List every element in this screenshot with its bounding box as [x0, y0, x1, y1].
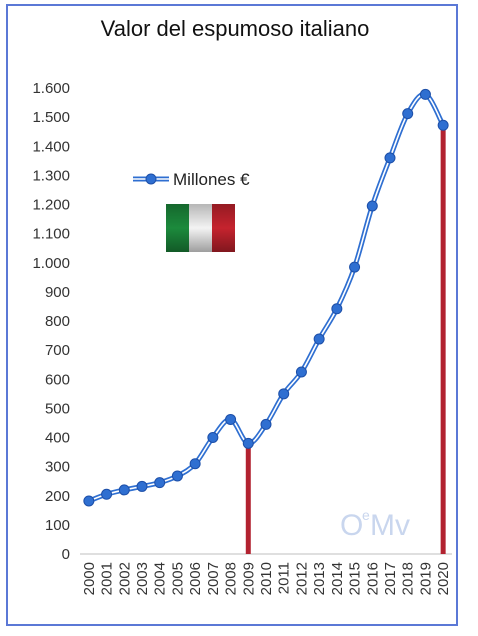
- data-point-2008: [225, 413, 237, 425]
- data-point-2001: [101, 488, 113, 500]
- highlight-bars: [245, 125, 446, 554]
- data-point-2014: [331, 303, 343, 315]
- highlight-bar-2009: [245, 438, 251, 554]
- y-tick-label: 100: [45, 517, 70, 534]
- data-point-2002: [118, 484, 130, 496]
- x-tick-label: 2006: [187, 562, 204, 595]
- x-tick-label: 2018: [400, 562, 417, 595]
- data-point-2018: [402, 108, 414, 120]
- x-tick-label: 2013: [311, 562, 328, 595]
- y-tick-label: 300: [45, 459, 70, 476]
- y-axis: 0 100 200 300 400 500 600 700 800 900 1.000 1.100 1.…: [32, 80, 70, 563]
- data-point-2009: [242, 437, 254, 449]
- x-tick-label: 2019: [417, 562, 434, 595]
- x-tick-label: 2000: [81, 562, 98, 595]
- data-point-2012: [295, 366, 307, 378]
- italian-flag-icon: [166, 204, 235, 252]
- x-tick-label: 2010: [258, 562, 275, 595]
- x-tick-label: 2002: [116, 562, 133, 595]
- legend-label: Millones €: [173, 170, 250, 189]
- data-point-2017: [384, 152, 396, 164]
- data-point-2003: [136, 480, 148, 492]
- x-tick-label: 2009: [240, 562, 257, 595]
- oemv-watermark-logo: O e Mv: [340, 507, 410, 542]
- data-point-2015: [349, 261, 361, 273]
- x-tick-label: 2020: [435, 562, 452, 595]
- chart-frame: [6, 4, 458, 626]
- chart-title: Valor del espumoso italiano: [100, 16, 370, 41]
- x-tick-label: 2016: [364, 562, 381, 595]
- data-point-2005: [171, 470, 183, 482]
- x-axis: 2000 2001 2002 2003 2004 2005 2006 2007 2008 2009…: [80, 553, 452, 595]
- y-tick-label: 1.500: [32, 109, 70, 126]
- legend-marker: [145, 173, 157, 185]
- y-tick-label: 800: [45, 313, 70, 330]
- x-tick-label: 2008: [223, 562, 240, 595]
- svg-text:e: e: [362, 507, 370, 523]
- x-tick-label: 2011: [276, 562, 293, 594]
- data-point-2000: [83, 495, 95, 507]
- y-tick-label: 0: [62, 546, 70, 563]
- x-tick-label: 2003: [134, 562, 151, 595]
- data-point-2004: [154, 477, 166, 489]
- data-point-2006: [189, 458, 201, 470]
- y-tick-label: 400: [45, 430, 70, 447]
- series-millones: [83, 88, 449, 507]
- y-tick-label: 500: [45, 400, 70, 417]
- y-tick-label: 1.200: [32, 197, 70, 214]
- y-tick-label: 1.000: [32, 255, 70, 272]
- legend: Millones €: [133, 170, 250, 189]
- x-tick-label: 2001: [99, 562, 116, 595]
- x-tick-label: 2007: [205, 562, 222, 595]
- y-tick-label: 1.400: [32, 138, 70, 155]
- y-tick-label: 1.600: [32, 80, 70, 97]
- data-point-2007: [207, 432, 219, 443]
- y-tick-label: 700: [45, 342, 70, 359]
- y-tick-label: 1.300: [32, 167, 70, 184]
- data-point-2010: [260, 418, 272, 430]
- x-tick-label: 2012: [293, 562, 310, 595]
- y-tick-label: 200: [45, 488, 70, 505]
- y-tick-label: 900: [45, 284, 70, 301]
- x-tick-label: 2017: [382, 562, 399, 595]
- y-tick-label: 600: [45, 371, 70, 388]
- x-tick-label: 2015: [347, 562, 364, 595]
- data-point-2016: [366, 200, 378, 212]
- svg-text:Mv: Mv: [370, 509, 410, 542]
- data-point-2013: [313, 333, 325, 345]
- x-tick-label: 2005: [169, 562, 186, 595]
- x-tick-label: 2004: [152, 562, 169, 595]
- x-tick-label: 2014: [329, 562, 346, 595]
- data-point-2019: [419, 88, 431, 100]
- highlight-bar-2020: [440, 125, 446, 554]
- data-point-2011: [278, 388, 290, 400]
- y-tick-label: 1.100: [32, 226, 70, 243]
- svg-text:O: O: [340, 509, 363, 542]
- data-point-2020: [437, 119, 449, 131]
